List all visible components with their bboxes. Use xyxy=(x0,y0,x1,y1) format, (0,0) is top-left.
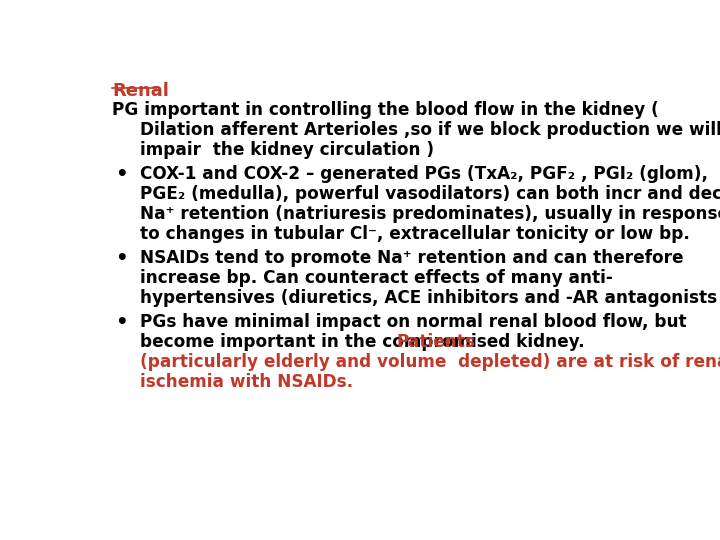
Text: Renal: Renal xyxy=(112,82,169,100)
Text: impair  the kidney circulation ): impair the kidney circulation ) xyxy=(140,141,434,159)
Text: increase bp. Can counteract effects of many anti-: increase bp. Can counteract effects of m… xyxy=(140,269,613,287)
Text: to changes in tubular Cl⁻, extracellular tonicity or low bp.: to changes in tubular Cl⁻, extracellular… xyxy=(140,225,690,244)
Text: hypertensives (diuretics, ACE inhibitors and -AR antagonists ).: hypertensives (diuretics, ACE inhibitors… xyxy=(140,289,720,307)
Text: PG important in controlling the blood flow in the kidney (: PG important in controlling the blood fl… xyxy=(112,102,659,119)
Text: •: • xyxy=(115,249,127,268)
Text: COX-1 and COX-2 – generated PGs (TxA₂, PGF₂ , PGI₂ (glom),: COX-1 and COX-2 – generated PGs (TxA₂, P… xyxy=(140,165,708,184)
Text: •: • xyxy=(115,313,127,333)
Text: NSAIDs tend to promote Na⁺ retention and can therefore: NSAIDs tend to promote Na⁺ retention and… xyxy=(140,249,684,267)
Text: Patients: Patients xyxy=(396,333,475,352)
Text: become important in the compromised kidney.: become important in the compromised kidn… xyxy=(140,333,597,352)
Text: •: • xyxy=(115,165,127,185)
Text: (particularly elderly and volume  depleted) are at risk of renal: (particularly elderly and volume deplete… xyxy=(140,353,720,372)
Text: Na⁺ retention (natriuresis predominates), usually in response: Na⁺ retention (natriuresis predominates)… xyxy=(140,205,720,224)
Text: PGs have minimal impact on normal renal blood flow, but: PGs have minimal impact on normal renal … xyxy=(140,313,687,332)
Text: PGE₂ (medulla), powerful vasodilators) can both incr and decr: PGE₂ (medulla), powerful vasodilators) c… xyxy=(140,185,720,204)
Text: ischemia with NSAIDs.: ischemia with NSAIDs. xyxy=(140,373,354,392)
Text: Dilation afferent Arterioles ,so if we block production we will: Dilation afferent Arterioles ,so if we b… xyxy=(140,122,720,139)
